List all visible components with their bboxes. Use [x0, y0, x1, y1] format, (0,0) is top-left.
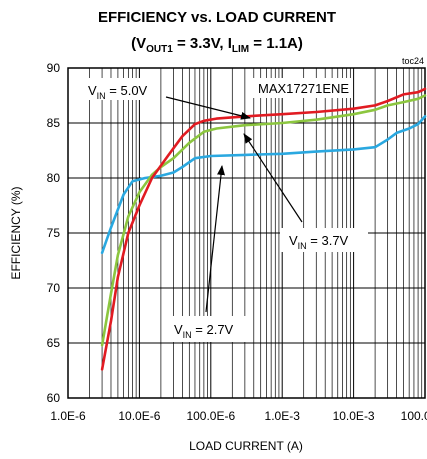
- series-lines: [100, 87, 427, 371]
- y-axis-label: EFFICIENCY (%): [9, 186, 23, 279]
- vin37-arrow: [243, 133, 303, 223]
- vin50-label-box: [78, 78, 160, 100]
- vin50-label: VIN = 5.0V: [88, 83, 148, 101]
- vin37-label-box: [280, 228, 368, 252]
- vin50-rest: = 5.0V: [106, 83, 148, 98]
- y-tick-label: 90: [47, 61, 61, 75]
- vin50-arrow: [165, 96, 251, 120]
- vin27-sub: IN: [183, 330, 192, 340]
- series-line-0: [100, 115, 427, 255]
- vin27-rest: = 2.7V: [192, 322, 234, 337]
- y-tick-label: 75: [47, 226, 61, 240]
- vin27-label-box: [164, 316, 250, 342]
- vin37-sub: IN: [298, 241, 307, 251]
- chart-subtitle: (VOUT1 = 3.3V, ILIM = 1.1A): [131, 35, 303, 55]
- plot-frame: [67, 67, 426, 399]
- x-tick-label: 10.0E-6: [118, 409, 160, 423]
- subtitle-open: (V: [131, 35, 146, 52]
- x-tick-label: 10.0E-3: [333, 409, 375, 423]
- subtitle-mid: = 3.3V, I: [173, 35, 232, 52]
- subtitle-close: = 1.1A): [249, 35, 303, 52]
- y-tick-labels: 60 65 70 75 80 85 90: [47, 61, 61, 405]
- series-line-1: [100, 94, 427, 347]
- x-tick-labels: 1.0E-6 10.0E-6 100.0E-6 1.0E-3 10.0E-3 100.0E…: [50, 409, 427, 423]
- vin27-label: VIN = 2.7V: [174, 322, 234, 340]
- vin37-rest: = 3.7V: [307, 233, 349, 248]
- y-tick-label: 85: [47, 116, 61, 130]
- toc-tag: toc24: [402, 56, 424, 66]
- x-axis-label: LOAD CURRENT (A): [189, 439, 303, 453]
- chart-title: EFFICIENCY vs. LOAD CURRENT: [98, 9, 336, 26]
- vin37-label: VIN = 3.7V: [289, 233, 349, 251]
- device-label: MAX17271ENE: [258, 81, 349, 96]
- y-tick-label: 65: [47, 336, 61, 350]
- x-tick-label: 1.0E-6: [50, 409, 86, 423]
- device-label-box: [252, 78, 352, 98]
- annotations: VIN = 5.0V MAX17271ENE toc24 VIN = 3.7V …: [78, 56, 424, 342]
- y-tick-label: 60: [47, 391, 61, 405]
- subtitle-sub-out1: OUT1: [146, 44, 173, 55]
- grid-lines: [67, 67, 425, 399]
- vin27-v: V: [174, 322, 183, 337]
- subtitle-sub-lim: LIM: [232, 44, 249, 55]
- x-tick-label: 100.0E-3: [401, 409, 427, 423]
- y-tick-label: 70: [47, 281, 61, 295]
- x-tick-label: 1.0E-3: [265, 409, 301, 423]
- x-tick-label: 100.0E-6: [186, 409, 235, 423]
- y-tick-label: 80: [47, 171, 61, 185]
- series-line-2: [100, 87, 427, 371]
- vin27-arrow: [205, 165, 225, 313]
- vin50-sub: IN: [97, 91, 106, 101]
- vin37-v: V: [289, 233, 298, 248]
- vin50-v: V: [88, 83, 97, 98]
